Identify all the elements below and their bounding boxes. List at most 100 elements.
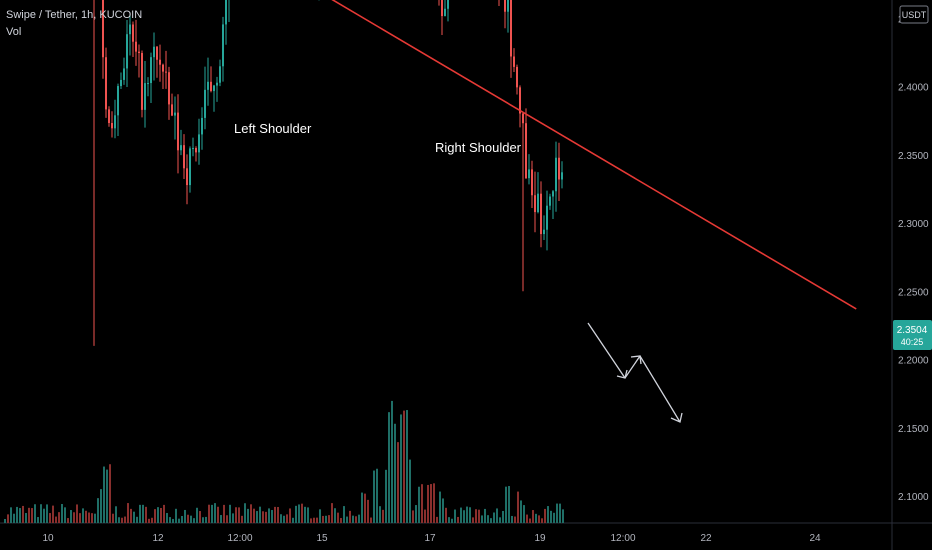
volume-bar (433, 483, 435, 523)
volume-bar (118, 517, 120, 523)
volume-bar (31, 508, 33, 523)
volume-bar (64, 507, 66, 523)
projection-arrow-segment (624, 355, 641, 379)
volume-bar (241, 515, 243, 523)
volume-bar (397, 442, 399, 523)
candle-body (129, 24, 131, 35)
candle-body (561, 172, 563, 180)
volume-bar (94, 513, 96, 523)
volume-bar (16, 506, 18, 523)
volume-bar (160, 507, 162, 523)
volume-bar (535, 513, 537, 523)
candle-body (558, 157, 560, 180)
x-tick-label: 10 (42, 533, 54, 544)
volume-bar (43, 508, 45, 523)
projection-arrow-segment (587, 322, 626, 379)
volume-bar (268, 508, 270, 523)
volume-bar (379, 506, 381, 523)
volume-bar (211, 504, 213, 523)
y-tick-label: 2.4000 (898, 83, 929, 94)
volume-bar (352, 515, 354, 523)
candle-body (162, 64, 164, 72)
candle-body (513, 56, 515, 67)
volume-bar (85, 510, 87, 523)
volume-bar (523, 505, 525, 523)
candle-body (534, 195, 536, 213)
volume-bar (151, 517, 153, 523)
volume-bar (490, 518, 492, 523)
volume-bar (406, 410, 408, 523)
volume-bar (319, 509, 321, 523)
volume-bar (253, 508, 255, 523)
volume-bar (505, 486, 507, 523)
volume-bar (172, 518, 174, 523)
volume-bar (547, 506, 549, 523)
volume-bar (136, 516, 138, 523)
volume-bar (19, 508, 21, 523)
volume-label[interactable]: Vol (6, 26, 22, 38)
x-tick-label: 12:00 (227, 533, 252, 544)
symbol-title[interactable]: Swipe / Tether, 1h, KUCOIN (6, 9, 143, 21)
volume-bars (4, 400, 564, 523)
volume-bar (265, 511, 267, 523)
volume-bar (415, 505, 417, 523)
candle-body (150, 57, 152, 84)
y-tick-label: 2.3500 (898, 151, 929, 162)
volume-bar (25, 513, 27, 523)
volume-bar (244, 503, 246, 523)
volume-bar (145, 506, 147, 523)
volume-bar (127, 503, 129, 523)
projection-arrows (587, 322, 683, 423)
volume-bar (421, 484, 423, 523)
volume-bar (316, 517, 318, 523)
volume-bar (343, 506, 345, 523)
candle-body (195, 148, 197, 153)
candle-body (213, 85, 215, 92)
candle-body (138, 51, 140, 54)
volume-bar (388, 412, 390, 523)
volume-bar (349, 510, 351, 523)
volume-bar (226, 515, 228, 523)
volume-bar (193, 518, 195, 523)
volume-bar (496, 508, 498, 523)
candle-body (189, 148, 191, 186)
volume-bar (394, 423, 396, 523)
volume-bar (4, 518, 6, 523)
volume-bar (301, 503, 303, 523)
volume-bar (361, 492, 363, 523)
volume-bar (148, 518, 150, 523)
candle-body (123, 68, 125, 80)
volume-bar (463, 510, 465, 523)
current-price-box (893, 320, 932, 350)
volume-bar (334, 508, 336, 523)
volume-bar (70, 510, 72, 523)
candle-body (447, 0, 449, 9)
current-price-label: 2.3504 (897, 325, 928, 336)
candle-body (516, 66, 518, 88)
candle-body (444, 8, 446, 17)
volume-bar (52, 505, 54, 523)
volume-bar (175, 508, 177, 523)
volume-bar (154, 509, 156, 523)
volume-bar (442, 498, 444, 523)
volume-bar (286, 514, 288, 523)
volume-bar (562, 509, 564, 523)
volume-bar (430, 484, 432, 523)
y-tick-label: 2.2000 (898, 356, 929, 367)
candle-body (528, 169, 530, 179)
candle-body (504, 0, 506, 12)
volume-bar (346, 516, 348, 523)
volume-bar (325, 515, 327, 523)
x-tick-label: 12:00 (610, 533, 635, 544)
volume-bar (307, 507, 309, 523)
volume-bar (229, 504, 231, 523)
volume-bar (103, 466, 105, 523)
volume-bar (271, 510, 273, 523)
volume-bar (472, 517, 474, 523)
volume-bar (133, 511, 135, 523)
candle-body (201, 117, 203, 135)
candle-body (105, 57, 107, 110)
volume-bar (499, 517, 501, 523)
volume-bar (157, 507, 159, 523)
